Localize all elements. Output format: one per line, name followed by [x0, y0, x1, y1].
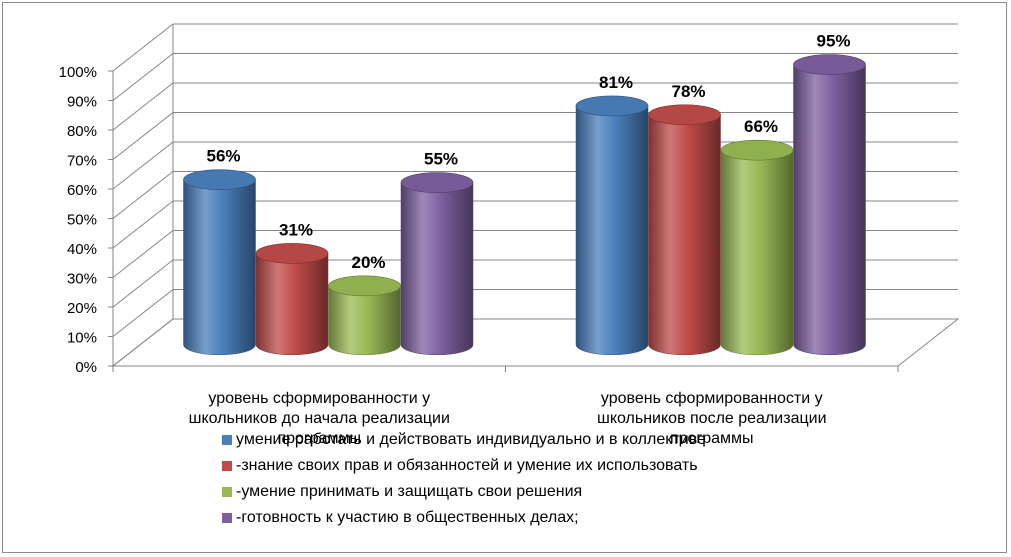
bar	[575, 105, 649, 356]
bar-top	[793, 54, 866, 75]
bar	[183, 179, 256, 356]
x-tick-label: уровень сформированности у	[601, 390, 823, 407]
bar	[793, 64, 866, 356]
data-label: 20%	[351, 253, 385, 272]
legend-swatch	[222, 435, 232, 445]
legend-swatch	[222, 461, 232, 471]
bar-top	[720, 139, 794, 161]
y-tick-label: 90%	[67, 94, 97, 111]
bar-top	[400, 172, 474, 193]
x-tick-label: уровень сформированности у	[208, 390, 430, 407]
gridline-side	[112, 171, 174, 219]
y-tick-label: 100%	[59, 64, 97, 81]
data-label: 78%	[671, 82, 705, 101]
bar	[400, 182, 474, 356]
x-tick-label: школьников после реализации	[597, 410, 827, 427]
y-tick-label: 0%	[75, 359, 97, 376]
y-tick-label: 40%	[67, 241, 97, 258]
data-label: 55%	[424, 150, 458, 169]
y-tick-label: 10%	[67, 330, 97, 347]
y-tick-label: 50%	[67, 212, 97, 229]
bar	[648, 114, 721, 356]
legend-swatch	[222, 487, 232, 497]
bar-chart: 0% 10% 20% 30% 40% 50% 60% 70% 80% 90% 100% 56% 31% 2…	[59, 23, 960, 447]
y-tick-label: 30%	[67, 271, 97, 288]
x-tick-label: программы	[670, 430, 754, 447]
bar-top	[648, 104, 721, 126]
bar	[255, 253, 329, 356]
legend-label: -готовность к участию в общественных дел…	[236, 509, 579, 526]
bar-top	[328, 275, 401, 297]
chart-floor	[111, 318, 960, 367]
x-tick-label: программы	[277, 430, 361, 447]
legend-swatch	[222, 513, 232, 523]
gridline-side	[112, 259, 174, 308]
bar	[328, 285, 401, 356]
gridline-side	[112, 53, 174, 101]
data-label: 81%	[599, 73, 633, 92]
bar-top	[183, 169, 256, 190]
bar-top	[255, 243, 329, 264]
gridline-side	[112, 82, 174, 131]
y-tick-label: 60%	[67, 182, 97, 199]
data-label: 56%	[206, 147, 240, 166]
gridline-side	[112, 289, 174, 337]
gridline-side	[112, 23, 174, 72]
legend-label: умение работать и действовать индивидуал…	[236, 431, 706, 448]
gridline-side	[112, 200, 174, 249]
x-tick-label: школьников до начала реализации	[189, 410, 450, 427]
gridline-side	[112, 141, 174, 190]
y-tick-label: 20%	[67, 300, 97, 317]
legend-label: -знание своих прав и обязанностей и умен…	[236, 457, 698, 474]
y-tick-label: 70%	[67, 153, 97, 170]
gridline-side	[112, 112, 174, 160]
bar	[720, 149, 794, 356]
y-tick-label: 80%	[67, 123, 97, 140]
data-label: 66%	[744, 117, 778, 136]
bar-top	[575, 95, 649, 117]
data-label: 31%	[279, 220, 313, 239]
legend-label: -умение принимать и защищать свои решени…	[236, 483, 583, 500]
gridline-side	[112, 230, 174, 278]
data-label: 95%	[816, 32, 850, 51]
